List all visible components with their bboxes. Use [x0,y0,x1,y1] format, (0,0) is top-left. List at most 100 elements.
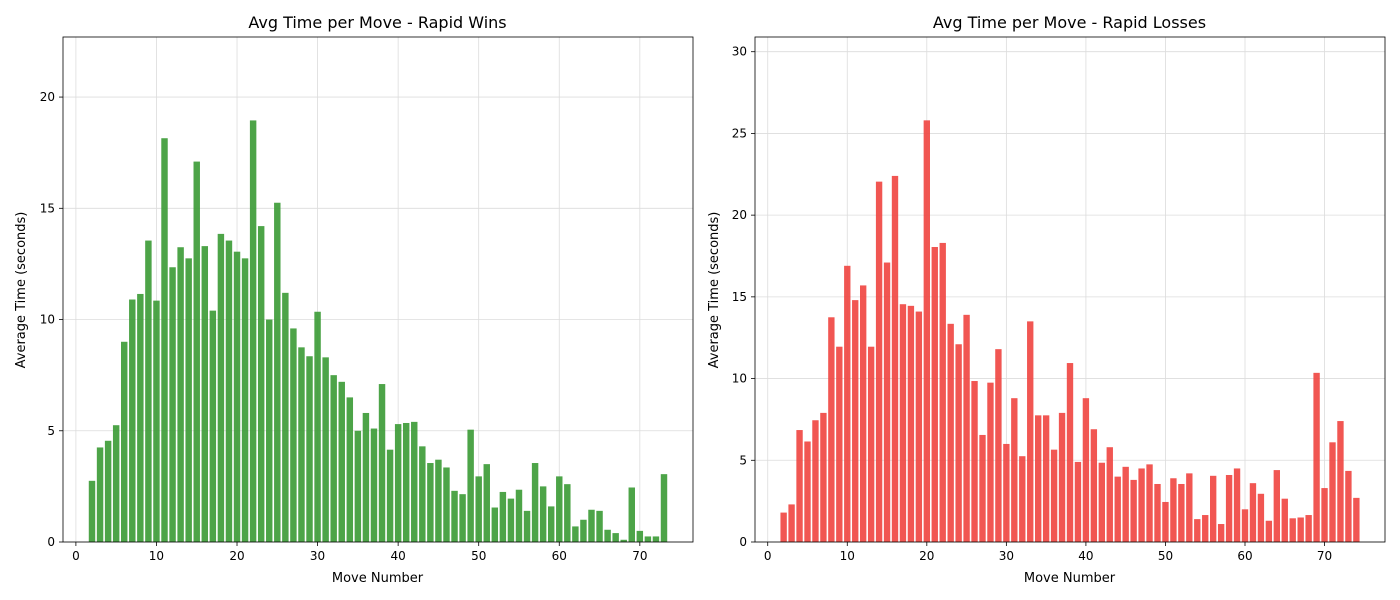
chart-rapid-wins: Avg Time per Move - Rapid Wins Move Numb… [14,13,694,586]
bar [459,494,466,542]
bar [1138,468,1145,542]
y-tick-label: 20 [40,90,55,104]
bar [1217,524,1225,542]
bar [852,300,859,542]
bar [330,375,337,542]
bar [1241,509,1249,542]
y-tick-label: 15 [40,201,55,215]
axes-frame [62,36,694,543]
bar [971,381,978,542]
bar [1042,415,1050,542]
bar [987,382,994,542]
bar [1074,461,1082,542]
bar [233,251,241,543]
bar [378,384,386,542]
bar [354,430,362,542]
bar [483,464,490,542]
bar [137,293,144,542]
bar [1297,517,1304,542]
bar [145,240,152,543]
bar [104,440,112,542]
plot-area [62,36,694,543]
bar [804,441,811,542]
bar [1162,501,1169,542]
x-tick-label: 70 [632,549,647,563]
bar [411,421,418,542]
y-tick-label: 10 [40,313,55,327]
bar [788,504,795,542]
bar [1281,498,1288,542]
y-tick-label: 25 [732,126,747,140]
bar [844,265,851,542]
bar [636,530,644,542]
x-tick-label: 20 [919,549,934,563]
x-tick-label: 10 [840,549,855,563]
bar [1321,488,1328,542]
bar [257,226,265,542]
bar [1035,415,1042,542]
bar [812,420,819,542]
bar [796,430,803,542]
bar [475,476,482,542]
x-tick-label: 30 [310,549,325,563]
bar [298,347,305,542]
bar [306,356,313,542]
bar [979,434,986,542]
bar [660,474,668,542]
bar [322,357,329,542]
bar [652,536,660,542]
y-tick-label: 5 [47,424,55,438]
bar [386,449,394,542]
bar [1313,372,1320,542]
bar [515,489,523,542]
bar [899,304,907,542]
bar [225,240,233,543]
bar [1305,515,1312,542]
bar [1329,442,1336,542]
plot-area [754,36,1386,543]
bar [963,314,970,542]
bar [427,463,434,542]
bar [891,175,899,542]
x-tick-label: 40 [1078,549,1093,563]
bar [1233,468,1241,542]
y-tick-label: 30 [732,45,747,59]
bar [467,429,474,542]
bar [523,510,531,542]
bar [867,346,875,542]
bar [507,498,515,542]
axes-frame [754,36,1386,543]
bar [1098,462,1105,542]
bar [828,317,835,542]
bar [1154,483,1161,542]
bar [539,486,547,542]
bar [955,344,962,542]
bar [588,509,595,542]
bar [169,267,176,542]
x-tick-label: 50 [1158,549,1173,563]
bar [346,397,354,542]
bar [435,459,442,542]
x-tick-label: 10 [149,549,164,563]
bar [241,258,249,542]
bar [394,424,402,542]
bar [580,519,587,542]
x-tick-label: 70 [1317,549,1332,563]
bar [572,526,579,542]
bar [443,467,450,542]
bar [883,262,891,542]
bar [556,476,563,542]
chart-title: Avg Time per Move - Rapid Losses [933,13,1206,32]
bar [596,510,603,542]
bar [1114,476,1121,542]
y-tick-label: 0 [739,535,747,549]
bar [531,463,539,542]
bar [915,311,923,542]
bar [499,491,507,542]
x-tick-label: 20 [229,549,244,563]
bar [338,381,345,542]
bar [931,247,938,542]
bar [620,539,627,542]
bar [193,161,200,543]
